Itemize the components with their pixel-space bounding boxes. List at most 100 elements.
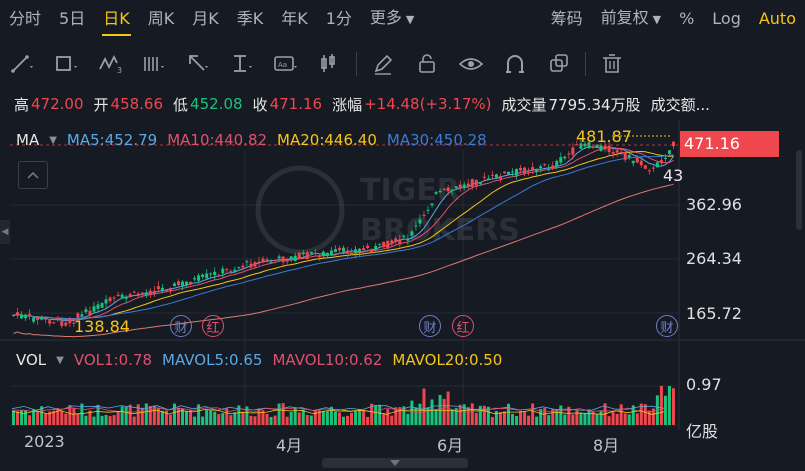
volume-bar	[450, 409, 454, 425]
dividend-badge[interactable]: 红	[202, 315, 224, 337]
svg-text:Aa: Aa	[278, 61, 287, 69]
candle-body	[160, 287, 164, 291]
candle-body	[346, 250, 350, 254]
copy-icon[interactable]	[537, 42, 581, 86]
vol-label[interactable]: VOL	[16, 351, 47, 369]
log-toggle[interactable]: Log	[712, 9, 741, 28]
adjust-select[interactable]: 前复权 ▼	[592, 0, 670, 39]
tab-yearly-k[interactable]: 年K	[281, 9, 308, 28]
candle-tool-icon[interactable]	[308, 42, 352, 86]
volume-bar	[454, 408, 458, 425]
scroll-left-arrow[interactable]: ◀	[0, 220, 10, 244]
line-tool-icon[interactable]	[0, 42, 44, 86]
caret-down-icon[interactable]: ▼	[56, 354, 64, 366]
tab-chips[interactable]: 筹码	[550, 9, 583, 28]
text-tool-icon[interactable]: Aa	[264, 42, 308, 86]
tab-more[interactable]: 更多 ▼	[361, 0, 423, 39]
candle-body	[201, 274, 205, 277]
candle-body	[76, 313, 80, 318]
volume-bar	[209, 410, 213, 425]
tab-weekly-k[interactable]: 周K	[147, 9, 175, 28]
change-label: 涨幅	[332, 95, 363, 114]
candle-body	[277, 256, 281, 259]
magnet-icon[interactable]	[493, 42, 537, 86]
candle-body	[611, 151, 615, 154]
tab-monthly-k[interactable]: 月K	[192, 9, 219, 28]
volume-bar	[309, 415, 313, 425]
volume-axis-unit: 亿股	[686, 422, 719, 441]
candle-body	[410, 231, 414, 236]
arrow-tool-icon[interactable]	[176, 42, 220, 86]
ma-label[interactable]: MA	[16, 131, 40, 149]
volume-bar	[12, 410, 15, 425]
candle-body	[136, 293, 140, 295]
financial-report-badge[interactable]: 财	[170, 315, 192, 337]
tab-5day[interactable]: 5日	[59, 9, 86, 28]
volume-bar	[623, 413, 627, 425]
ma-legend: MA ▼ MA5:452.79 MA10:440.82 MA20:446.40 …	[16, 127, 497, 153]
candle-body	[386, 240, 390, 249]
collapse-button[interactable]	[18, 161, 48, 189]
tab-timeshare[interactable]: 分时	[9, 9, 42, 28]
fib-tool-icon[interactable]	[132, 42, 176, 86]
candle-body	[635, 157, 639, 163]
volume-bar	[297, 412, 301, 425]
wave-tool-icon[interactable]: 3	[88, 42, 132, 86]
text-level-tool-icon[interactable]	[220, 42, 264, 86]
volume-bar	[257, 408, 261, 425]
volume-bar	[519, 410, 523, 425]
right-scrollbar[interactable]	[796, 150, 802, 230]
volume-bar	[511, 413, 515, 425]
mavol20-value: MAVOL20:0.50	[392, 351, 503, 369]
candle-body	[619, 151, 623, 154]
candles	[12, 139, 675, 329]
range-scroll-handle[interactable]	[322, 458, 468, 468]
candle-body	[96, 304, 100, 309]
pen-icon[interactable]	[361, 42, 405, 86]
percent-toggle[interactable]: %	[679, 9, 695, 28]
tab-quarterly-k[interactable]: 季K	[236, 9, 264, 28]
volume-bar	[458, 404, 462, 425]
volume-bar	[140, 407, 144, 425]
trash-icon[interactable]	[590, 42, 634, 86]
watermark: TIGER BROKERS	[255, 165, 520, 255]
candle-body	[450, 189, 454, 191]
volume-bar	[631, 405, 635, 425]
volume-label: 成交量	[501, 95, 547, 114]
volume-bar	[390, 415, 394, 425]
volume-bar	[378, 404, 382, 425]
rect-tool-icon[interactable]	[44, 42, 88, 86]
volume-bar	[48, 411, 52, 425]
candle-body	[374, 246, 378, 250]
auto-toggle[interactable]: Auto	[758, 9, 796, 28]
candle-body	[511, 171, 515, 173]
tab-daily-k[interactable]: 日K	[94, 0, 139, 38]
volume-bar	[370, 403, 374, 425]
volume-bar	[418, 403, 422, 425]
volume-bar	[60, 410, 64, 425]
volume-axis-tick: 0.97	[686, 375, 722, 394]
dividend-badge[interactable]: 红	[452, 315, 474, 337]
lock-icon[interactable]	[405, 42, 449, 86]
volume-bar	[221, 413, 225, 425]
volume-bar	[193, 416, 197, 425]
candle-body	[337, 247, 341, 251]
volume-bar	[269, 416, 273, 425]
candle-body	[321, 251, 325, 256]
tab-1min[interactable]: 1分	[325, 9, 352, 28]
financial-report-badge[interactable]: 财	[656, 315, 678, 337]
partial-marker: 43	[663, 166, 684, 185]
high-marker: 481.87	[576, 127, 632, 146]
candle-body	[64, 322, 68, 326]
candle-body	[535, 169, 539, 172]
volume-bar	[253, 416, 257, 425]
caret-down-icon[interactable]: ▼	[49, 134, 57, 146]
eye-icon[interactable]	[449, 42, 493, 86]
candle-body	[567, 153, 571, 155]
volume-bar	[104, 414, 108, 425]
candle-body	[454, 186, 458, 189]
volume-bar	[410, 400, 414, 425]
candle-body	[221, 268, 225, 274]
financial-report-badge[interactable]: 财	[419, 315, 441, 337]
